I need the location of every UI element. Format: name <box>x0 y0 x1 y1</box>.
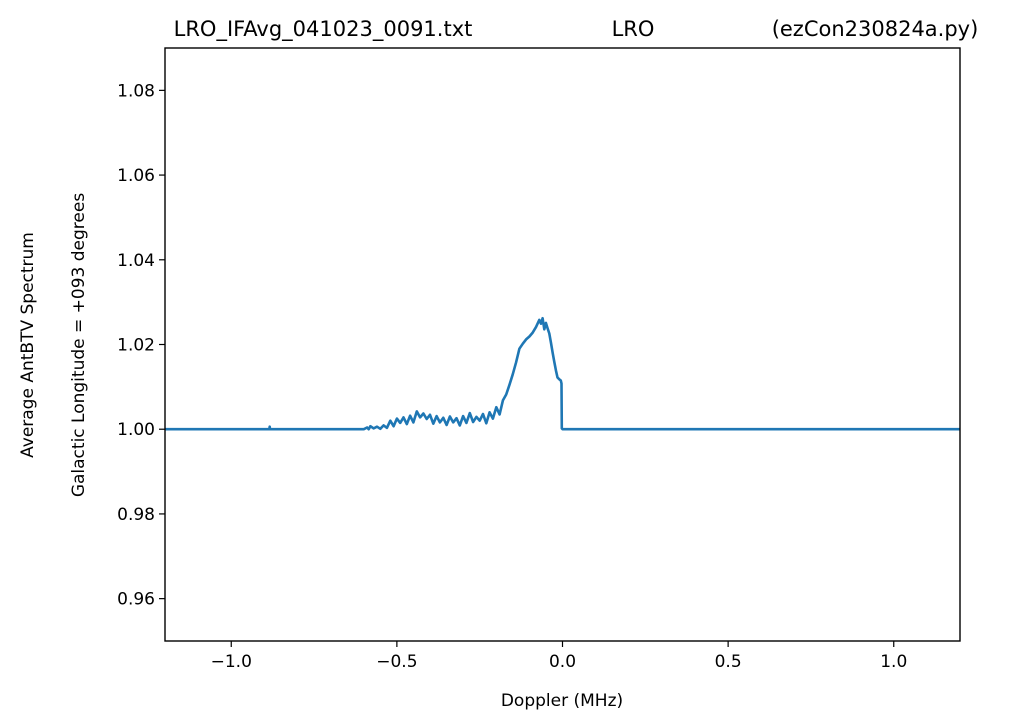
title-station: LRO <box>612 17 655 41</box>
y-tick-label: 0.98 <box>117 505 155 525</box>
x-tick-label: 1.0 <box>880 652 907 672</box>
y-axis-ticks: 0.96 0.98 1.00 1.02 1.04 1.06 1.08 <box>117 81 165 610</box>
x-tick-label: −1.0 <box>211 652 252 672</box>
plot-frame <box>164 47 961 642</box>
series-line-group <box>165 316 960 431</box>
x-axis-ticks: −1.0 −0.5 0.0 0.5 1.0 <box>211 641 907 672</box>
y-axis-label-line2: Galactic Longitude = +093 degrees <box>69 193 89 497</box>
y-tick-label: 1.02 <box>117 336 155 356</box>
title-file: LRO_IFAvg_041023_0091.txt <box>174 17 473 42</box>
title: LRO_IFAvg_041023_0091.txt LRO (ezCon2308… <box>174 17 979 42</box>
y-tick-label: 1.08 <box>117 81 155 101</box>
x-tick-label: 0.0 <box>549 652 576 672</box>
x-tick-label: −0.5 <box>376 652 417 672</box>
y-tick-label: 0.96 <box>117 590 155 610</box>
y-tick-label: 1.06 <box>117 166 155 186</box>
y-axis-label-line1: Average AntBTV Spectrum <box>18 232 38 458</box>
x-axis-label: Doppler (MHz) <box>501 691 623 711</box>
y-tick-label: 1.00 <box>117 420 155 440</box>
title-script: (ezCon230824a.py) <box>772 17 979 41</box>
x-tick-label: 0.5 <box>715 652 742 672</box>
series-line <box>165 316 960 431</box>
y-tick-label: 1.04 <box>117 251 155 271</box>
